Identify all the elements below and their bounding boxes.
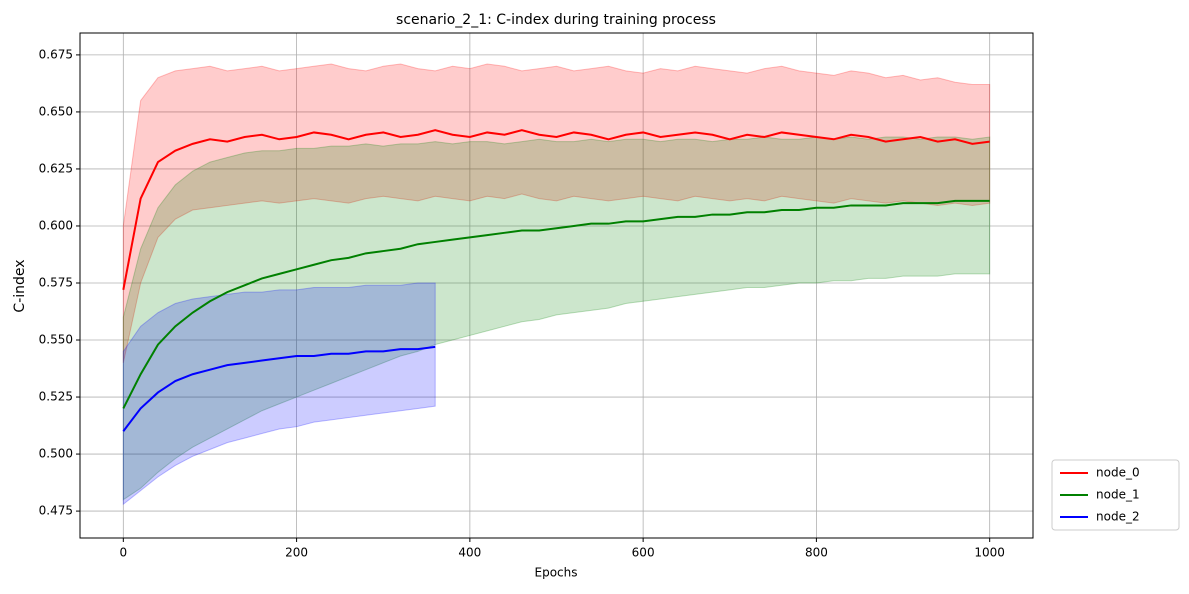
- legend-box: [1051, 459, 1180, 531]
- x-tick-label: 0: [119, 546, 127, 560]
- series-line: [122, 345, 436, 432]
- confidence-band: [122, 136, 991, 501]
- x-tick-label: 800: [805, 546, 828, 560]
- x-tick-label: 200: [285, 546, 308, 560]
- plot-frame: [79, 32, 1034, 539]
- y-tick-label: 0.525: [39, 390, 73, 404]
- chart-title: scenario_2_1: C-index during training pr…: [396, 12, 716, 28]
- y-tick-label: 0.675: [39, 47, 73, 61]
- series-line: [122, 199, 990, 409]
- y-tick-label: 0.550: [39, 333, 73, 347]
- y-tick-label: 0.500: [39, 447, 73, 461]
- x-tick-label: 1000: [974, 546, 1005, 560]
- y-tick-label: 0.475: [39, 504, 73, 518]
- confidence-band: [122, 282, 436, 506]
- legend-label: node_1: [1096, 488, 1140, 502]
- confidence-band: [122, 63, 991, 363]
- y-tick-label: 0.600: [39, 218, 73, 232]
- x-tick-label: 400: [458, 546, 481, 560]
- series-line: [122, 129, 990, 291]
- y-tick-label: 0.650: [39, 104, 73, 118]
- y-tick-label: 0.625: [39, 161, 73, 175]
- legend-label: node_0: [1096, 466, 1140, 480]
- x-axis-label: Epochs: [535, 566, 578, 580]
- y-tick-label: 0.575: [39, 275, 73, 289]
- legend-label: node_2: [1096, 510, 1140, 524]
- x-tick-label: 600: [632, 546, 655, 560]
- y-axis-label: C-index: [12, 259, 28, 312]
